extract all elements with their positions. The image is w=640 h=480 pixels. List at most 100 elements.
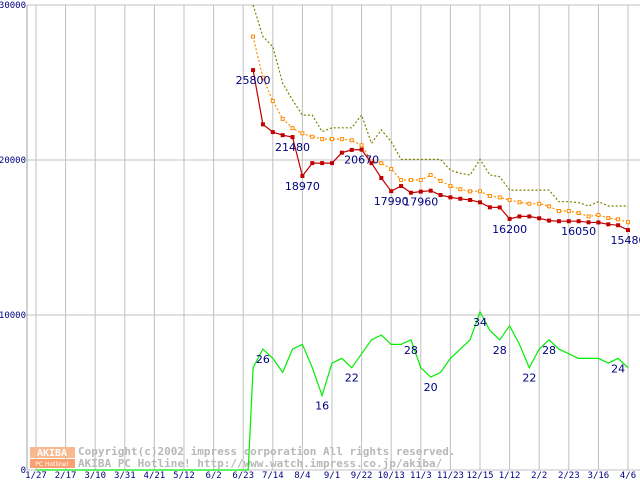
data-point-min: [270, 130, 275, 135]
data-point-average: [448, 184, 453, 189]
data-point-average: [270, 98, 275, 103]
x-tick-label: 2/17: [55, 471, 77, 480]
data-label-count: 24: [611, 362, 625, 375]
data-label-count: 34: [473, 316, 487, 329]
logo-top-bg: [30, 447, 75, 458]
data-point-average: [428, 173, 433, 178]
data-point-average: [537, 201, 542, 206]
x-tick-label: 3/31: [114, 471, 136, 480]
x-tick-label: 9/22: [351, 471, 373, 480]
data-point-average: [280, 116, 285, 121]
data-point-average: [468, 189, 473, 194]
data-point-average: [300, 131, 305, 136]
data-point-average: [251, 34, 256, 39]
y-tick-label: 0: [21, 466, 26, 476]
data-point-min: [566, 219, 571, 224]
data-point-average: [606, 215, 611, 220]
data-point-average: [586, 214, 591, 219]
data-point-average: [389, 166, 394, 171]
data-label-min: 25800: [236, 74, 271, 87]
y-tick-label: 10000: [0, 311, 26, 321]
data-point-min: [300, 173, 305, 178]
data-point-average: [556, 208, 561, 213]
data-label-min: 20670: [344, 154, 379, 167]
data-label-count: 22: [522, 372, 536, 385]
data-point-min: [497, 205, 502, 210]
data-label-count: 16: [315, 400, 329, 413]
x-tick-label: 1/12: [499, 471, 521, 480]
data-point-min: [527, 214, 532, 219]
data-point-min: [408, 190, 413, 195]
site-url-text: AKIBA PC Hotline! http://www.watch.impre…: [78, 457, 443, 470]
data-label-count: 28: [493, 344, 507, 357]
x-tick-label: 4/21: [144, 471, 166, 480]
data-point-average: [547, 204, 552, 209]
data-point-average: [339, 137, 344, 142]
data-point-min: [290, 135, 295, 140]
data-point-min: [399, 184, 404, 189]
data-point-average: [596, 213, 601, 218]
x-tick-label: 4/6: [620, 471, 636, 480]
data-label-count: 22: [345, 372, 359, 385]
data-point-min: [349, 147, 354, 152]
data-label-min: 18970: [285, 180, 320, 193]
data-point-average: [399, 177, 404, 182]
x-tick-label: 11/23: [437, 471, 464, 480]
data-label-count: 20: [424, 381, 438, 394]
x-tick-label: 12/15: [466, 471, 493, 480]
data-point-average: [517, 200, 522, 205]
data-point-average: [478, 189, 482, 194]
data-point-min: [369, 161, 374, 166]
data-point-average: [576, 211, 581, 216]
data-point-average: [310, 134, 315, 139]
data-point-min: [468, 197, 473, 202]
data-point-min: [418, 189, 423, 194]
x-tick-label: 6/23: [232, 471, 254, 480]
data-point-min: [586, 220, 591, 225]
data-point-min: [616, 223, 621, 228]
data-point-min: [576, 219, 581, 224]
x-tick-label: 9/1: [324, 471, 340, 480]
data-point-min: [517, 214, 522, 219]
logo-top-text: AKIBA: [37, 448, 67, 459]
data-label-min: 17990: [374, 195, 409, 208]
data-label-count: 28: [542, 344, 556, 357]
x-tick-label: 5/12: [173, 471, 195, 480]
series-line-max: [252, 4, 628, 207]
data-point-average: [616, 217, 621, 222]
logo-bottom-text: PC Hotline!: [35, 461, 68, 468]
data-point-min: [448, 195, 453, 200]
data-point-min: [280, 133, 285, 138]
data-point-min: [596, 220, 601, 225]
data-point-min: [537, 216, 542, 221]
data-point-min: [260, 122, 265, 127]
x-tick-label: 11/3: [410, 471, 432, 480]
series-line-count: [36, 310, 629, 471]
copyright-text: Copyright(c)2002 impress corporation All…: [78, 445, 456, 458]
data-label-min: 17960: [403, 196, 438, 209]
series-line-average: [252, 36, 629, 223]
data-point-min: [428, 188, 433, 193]
x-tick-label: 10/13: [378, 471, 405, 480]
x-tick-label: 2/23: [558, 471, 580, 480]
data-label-min: 15480: [611, 234, 640, 247]
data-point-average: [379, 161, 384, 166]
x-tick-label: 3/16: [588, 471, 610, 480]
data-point-min: [389, 189, 394, 194]
y-tick-label: 20000: [0, 156, 26, 166]
x-tick-label: 1/27: [25, 471, 47, 480]
logo-bottom-bg: [30, 459, 75, 468]
data-point-min: [458, 196, 463, 201]
data-point-min: [547, 218, 552, 223]
data-point-average: [566, 208, 571, 213]
data-point-min: [438, 193, 443, 198]
data-point-min: [330, 161, 334, 166]
data-label-count: 26: [256, 353, 270, 366]
x-tick-label: 6/2: [205, 471, 221, 480]
data-point-average: [487, 193, 492, 198]
data-point-average: [349, 138, 354, 143]
data-point-average: [626, 220, 630, 225]
